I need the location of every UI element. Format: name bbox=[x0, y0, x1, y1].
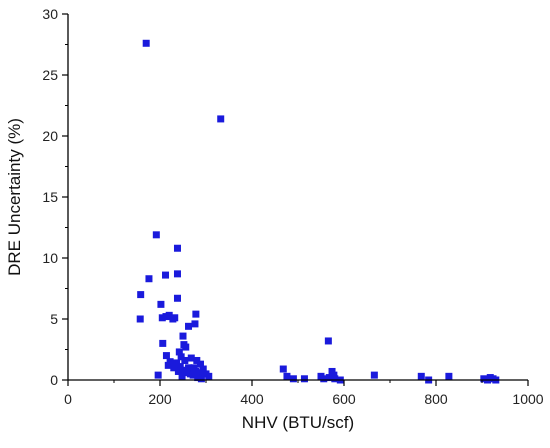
data-point bbox=[173, 244, 181, 252]
data-point bbox=[162, 352, 170, 360]
data-point bbox=[283, 372, 291, 380]
data-point bbox=[445, 372, 453, 380]
data-point bbox=[173, 359, 181, 367]
data-point bbox=[279, 365, 287, 373]
data-point bbox=[158, 314, 166, 322]
x-tick-label: 800 bbox=[424, 391, 448, 407]
data-point bbox=[187, 354, 195, 362]
x-tick-label: 600 bbox=[332, 391, 356, 407]
data-point bbox=[154, 371, 162, 379]
data-point bbox=[330, 371, 338, 379]
data-point bbox=[174, 367, 182, 375]
data-point bbox=[182, 343, 190, 351]
y-tick-label: 5 bbox=[50, 311, 58, 327]
data-point bbox=[164, 361, 172, 369]
data-point bbox=[183, 366, 191, 374]
data-point bbox=[328, 367, 336, 375]
data-point bbox=[157, 300, 165, 308]
data-point bbox=[159, 339, 167, 347]
data-point bbox=[194, 374, 202, 382]
data-point bbox=[176, 363, 184, 371]
data-point bbox=[331, 375, 339, 383]
y-tick-label: 10 bbox=[42, 250, 58, 266]
data-point bbox=[181, 356, 189, 364]
data-point bbox=[170, 364, 178, 372]
data-point bbox=[320, 375, 328, 383]
data-point bbox=[175, 348, 183, 356]
y-tick-label: 25 bbox=[42, 67, 58, 83]
data-point bbox=[289, 375, 297, 383]
x-axis-ticks: 0 200 400 600 800 1000 bbox=[64, 380, 544, 407]
data-point bbox=[137, 291, 145, 299]
x-tick-label: 0 bbox=[64, 391, 72, 407]
data-point bbox=[145, 275, 153, 283]
data-point bbox=[300, 375, 308, 383]
data-point bbox=[142, 39, 150, 47]
data-point bbox=[197, 375, 205, 383]
data-point bbox=[193, 356, 201, 364]
data-point bbox=[152, 231, 160, 239]
y-tick-label: 20 bbox=[42, 128, 58, 144]
data-point bbox=[205, 372, 213, 380]
x-tick-label: 200 bbox=[148, 391, 172, 407]
data-point bbox=[173, 270, 181, 278]
data-point bbox=[177, 353, 185, 361]
x-tick-label: 1000 bbox=[512, 391, 543, 407]
data-point bbox=[191, 320, 199, 328]
data-point bbox=[136, 315, 144, 323]
data-point bbox=[417, 372, 425, 380]
y-axis-ticks: 0 5 10 15 20 25 30 bbox=[42, 6, 68, 388]
y-tick-label: 30 bbox=[42, 6, 58, 22]
x-tick-label: 400 bbox=[240, 391, 264, 407]
data-point bbox=[162, 271, 170, 279]
data-point bbox=[166, 358, 174, 366]
data-point bbox=[196, 369, 204, 377]
data-point bbox=[192, 367, 200, 375]
data-point bbox=[179, 332, 187, 340]
data-point bbox=[173, 294, 181, 302]
data-point bbox=[171, 314, 179, 322]
x-axis-title: NHV (BTU/scf) bbox=[242, 413, 354, 432]
data-point bbox=[370, 371, 378, 379]
data-points bbox=[136, 39, 500, 384]
data-point bbox=[185, 322, 193, 330]
data-point bbox=[178, 372, 186, 380]
data-point bbox=[189, 371, 197, 379]
data-point bbox=[324, 337, 332, 345]
data-point bbox=[199, 365, 207, 373]
data-point bbox=[190, 364, 198, 372]
data-point bbox=[192, 310, 200, 318]
y-tick-label: 0 bbox=[50, 372, 58, 388]
y-axis-title: DRE Uncertainty (%) bbox=[5, 118, 24, 276]
data-point bbox=[480, 375, 488, 383]
data-point bbox=[325, 374, 333, 382]
data-point bbox=[217, 115, 225, 123]
data-point bbox=[162, 313, 170, 321]
y-tick-label: 15 bbox=[42, 189, 58, 205]
data-point bbox=[196, 360, 204, 368]
